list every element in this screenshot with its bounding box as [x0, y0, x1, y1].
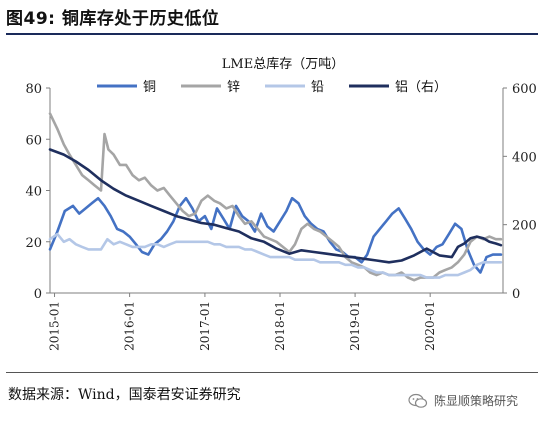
legend-label-铝（右）: 铝（右） — [395, 80, 447, 95]
legend-label-锌: 锌 — [227, 80, 240, 95]
lme-inventory-chart: LME总库存（万吨） 铜 锌 铅 铝（右） 0 20 40 60 80 0 200 400 600 20… — [25, 56, 536, 351]
watermark-text: 陈显顺策略研究 — [434, 394, 519, 408]
y-left-tick-label: 60 — [25, 133, 42, 148]
wechat-icon — [408, 393, 428, 408]
source-note: 数据来源：Wind，国泰君安证券研究 — [8, 387, 241, 403]
chart-title: LME总库存（万吨） — [222, 56, 344, 72]
x-tick-label: 2019-01 — [348, 301, 362, 351]
x-tick-label: 2015-01 — [48, 301, 62, 351]
legend-label-铜: 铜 — [143, 80, 156, 95]
legend: 铜 锌 铅 铝（右） — [97, 80, 447, 95]
title-divider — [6, 33, 538, 35]
figure-title: 图49: 铜库存处于历史低位 — [6, 9, 220, 29]
y-right-tick-label: 600 — [512, 82, 537, 97]
y-right-tick-label: 0 — [512, 287, 520, 302]
y-right-tick-label: 200 — [512, 219, 537, 234]
series-line-铝（右） — [48, 148, 503, 264]
y-left-tick-label: 20 — [25, 236, 42, 251]
source-divider — [6, 372, 538, 373]
plot-area — [48, 112, 503, 282]
x-tick-label: 2018-01 — [273, 301, 287, 351]
x-tick-label: 2017-01 — [198, 301, 212, 351]
y-left-tick-label: 0 — [34, 287, 42, 302]
series-line-铜 — [48, 196, 503, 274]
series-line-铅 — [48, 232, 503, 279]
y-left-tick-label: 80 — [25, 82, 42, 97]
series-line-锌 — [48, 112, 503, 282]
y-right-tick-label: 400 — [512, 150, 537, 165]
legend-label-铅: 铅 — [311, 80, 324, 95]
x-tick-label: 2016-01 — [123, 301, 137, 351]
axes: 0 20 40 60 80 0 200 400 600 2015-01 2016-01 2017-01… — [25, 82, 536, 351]
x-tick-label: 2020-01 — [423, 301, 437, 351]
watermark: 陈显顺策略研究 — [408, 392, 518, 409]
y-left-tick-label: 40 — [25, 185, 42, 200]
